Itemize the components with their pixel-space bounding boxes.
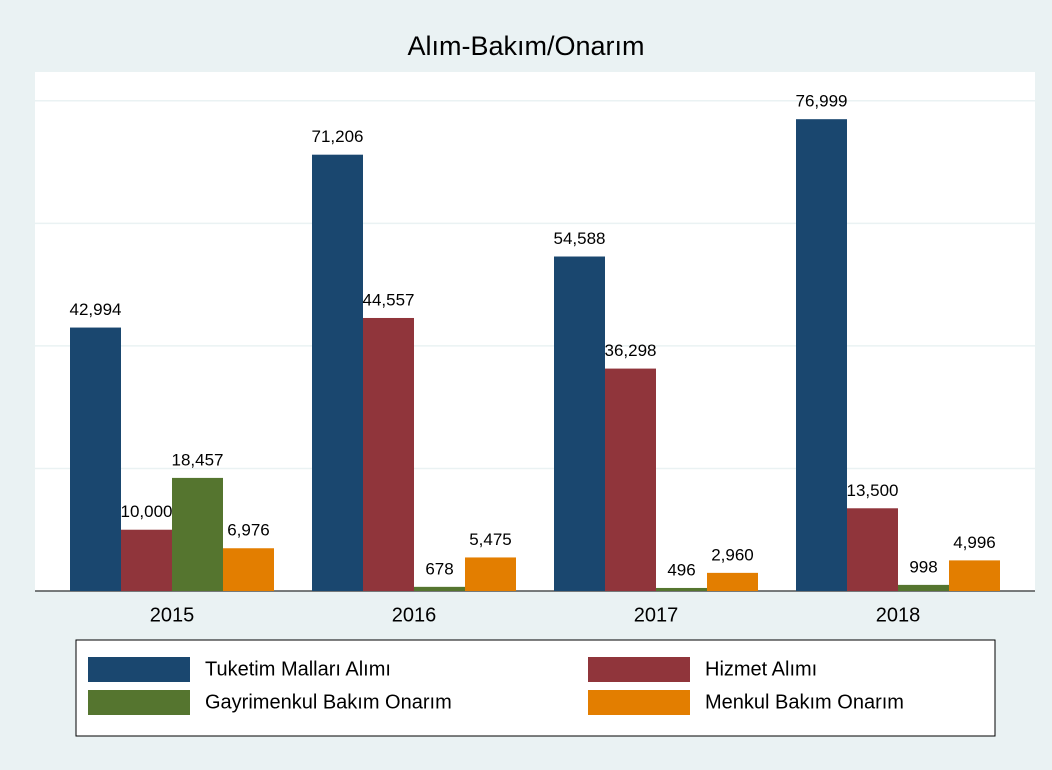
- x-tick-label: 2015: [150, 604, 195, 626]
- value-label: 36,298: [605, 341, 657, 360]
- value-label: 2,960: [711, 545, 754, 564]
- chart-title: Alım-Bakım/Onarım: [407, 31, 644, 61]
- bar: [363, 317, 414, 591]
- value-label: 5,475: [469, 530, 512, 549]
- value-label: 6,976: [227, 521, 270, 540]
- bar: [847, 508, 898, 591]
- value-label: 10,000: [121, 502, 173, 521]
- value-label: 678: [425, 559, 453, 578]
- legend-swatch: [588, 657, 690, 682]
- legend-swatch: [88, 690, 190, 715]
- bar: [707, 572, 758, 591]
- value-label: 71,206: [312, 127, 364, 146]
- value-label: 13,500: [847, 481, 899, 500]
- value-label: 44,557: [363, 290, 415, 309]
- legend-label: Hizmet Alımı: [705, 658, 817, 680]
- bar: [605, 368, 656, 591]
- legend-label: Gayrimenkul Bakım Onarım: [205, 691, 452, 713]
- bar: [554, 256, 605, 591]
- bar: [656, 587, 707, 591]
- bar: [949, 560, 1000, 591]
- x-tick-label: 2017: [634, 604, 679, 626]
- bar: [70, 327, 121, 591]
- bar: [223, 548, 274, 591]
- legend-label: Tuketim Malları Alımı: [205, 658, 391, 680]
- value-label: 4,996: [953, 533, 996, 552]
- value-label: 42,994: [70, 300, 122, 319]
- value-label: 998: [909, 557, 937, 576]
- bar: [898, 584, 949, 591]
- bar: [312, 154, 363, 591]
- legend-swatch: [88, 657, 190, 682]
- value-label: 18,457: [172, 450, 224, 469]
- bar: [796, 119, 847, 592]
- legend-label: Menkul Bakım Onarım: [705, 691, 904, 713]
- bar: [172, 477, 223, 591]
- value-label: 54,588: [554, 229, 606, 248]
- bar: [414, 586, 465, 591]
- legend: [75, 639, 996, 737]
- x-tick-label: 2016: [392, 604, 437, 626]
- bar: [121, 529, 172, 591]
- x-tick-label: 2018: [876, 604, 921, 626]
- legend-swatch: [588, 690, 690, 715]
- bar: [465, 557, 516, 591]
- value-label: 496: [667, 560, 695, 579]
- value-label: 76,999: [796, 92, 848, 111]
